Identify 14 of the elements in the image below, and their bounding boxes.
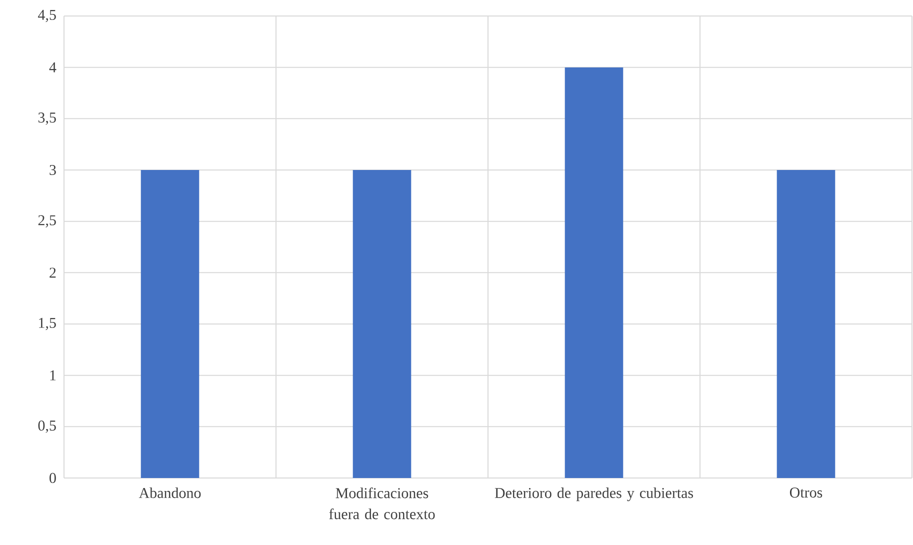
y-tick-label: 0 [50,472,56,484]
y-tick-label: 0,5 [38,420,56,433]
y-tick-label: 4 [49,62,56,72]
x-tick-label: Modificaciones fuera de contexto [329,488,435,520]
y-tick-label: 4,5 [38,10,56,22]
x-tick-label: Abandono [138,488,201,498]
y-tick-label: 1,5 [39,318,56,330]
y-tick-label: 2,5 [38,215,56,228]
y-tick-label: 3 [50,164,56,176]
y-tick-label: 3,5 [38,112,56,125]
x-tick-label: Otros [790,488,822,498]
x-tick-label: Deterioro de paredes y cubiertas [494,488,694,502]
y-tick-label: 1 [50,370,56,380]
y-tick-label: 2 [50,268,56,278]
